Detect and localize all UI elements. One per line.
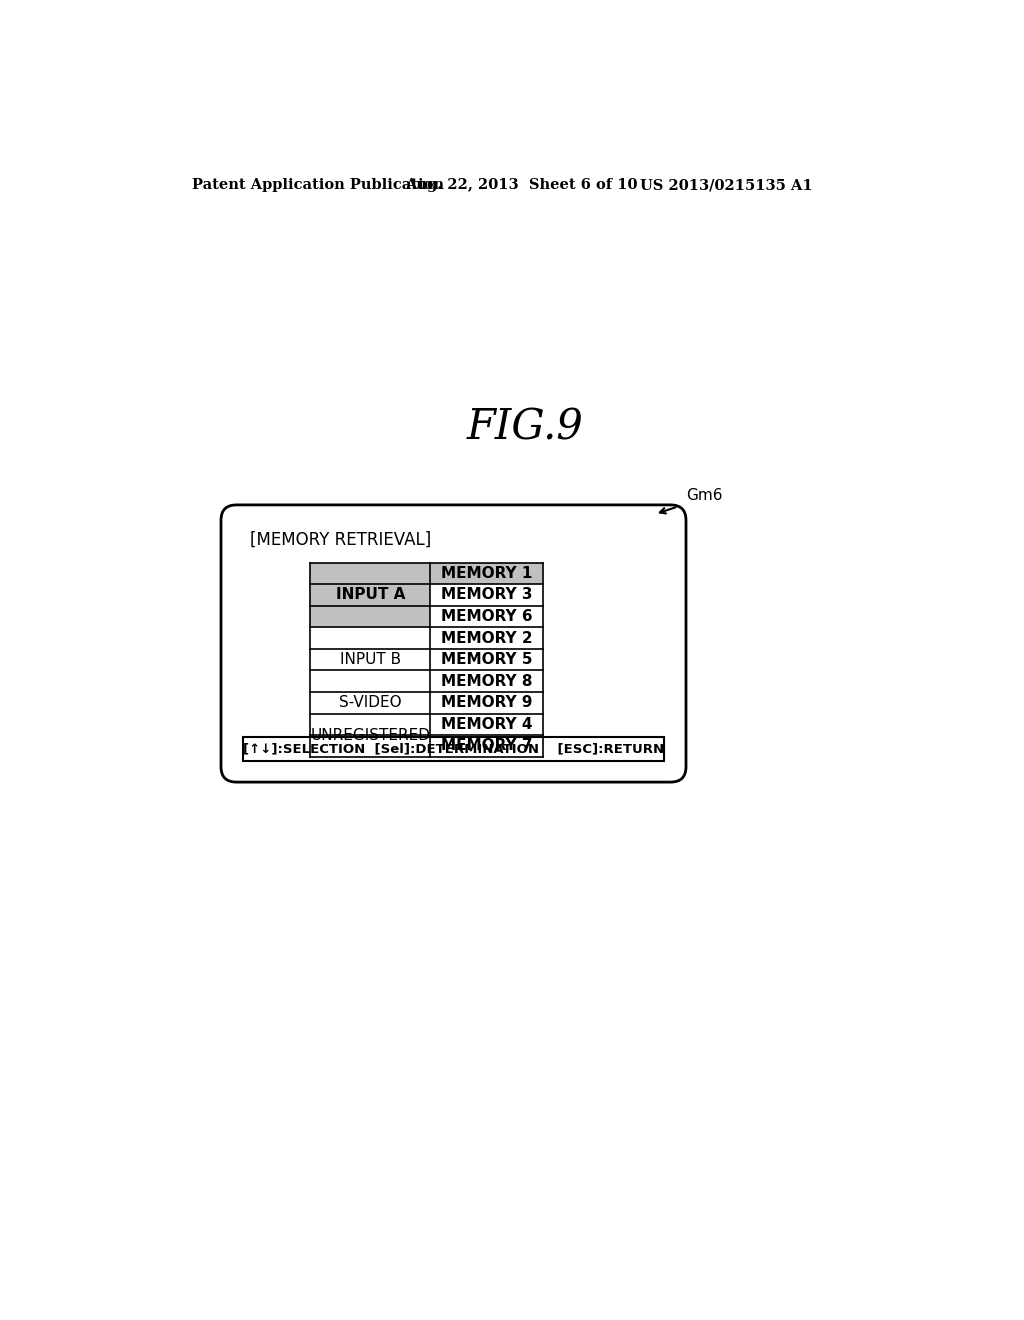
Text: FIG.9: FIG.9 xyxy=(466,407,584,449)
Bar xyxy=(430,627,543,649)
FancyBboxPatch shape xyxy=(221,506,686,781)
Bar xyxy=(310,671,430,692)
Bar xyxy=(243,738,665,760)
Text: MEMORY 5: MEMORY 5 xyxy=(440,652,532,667)
Bar xyxy=(430,606,543,627)
Text: INPUT B: INPUT B xyxy=(340,652,400,667)
Text: INPUT A: INPUT A xyxy=(336,587,404,602)
Text: UNREGISTERED: UNREGISTERED xyxy=(310,727,430,743)
Bar xyxy=(310,562,430,585)
Text: MEMORY 7: MEMORY 7 xyxy=(440,738,532,754)
Bar xyxy=(430,562,543,585)
Text: Gm6: Gm6 xyxy=(686,488,723,503)
Bar xyxy=(310,735,430,756)
Text: US 2013/0215135 A1: US 2013/0215135 A1 xyxy=(640,178,812,193)
Bar xyxy=(310,585,430,606)
Text: MEMORY 4: MEMORY 4 xyxy=(440,717,532,731)
Text: S-VIDEO: S-VIDEO xyxy=(339,696,401,710)
Bar xyxy=(430,649,543,671)
Text: MEMORY 6: MEMORY 6 xyxy=(440,609,532,624)
Text: [↑↓]:SELECTION  [Sel]:DETERMINATION    [ESC]:RETURN: [↑↓]:SELECTION [Sel]:DETERMINATION [ESC]… xyxy=(243,742,664,755)
Text: MEMORY 3: MEMORY 3 xyxy=(440,587,532,602)
Bar xyxy=(430,671,543,692)
Bar xyxy=(430,714,543,735)
Bar xyxy=(430,585,543,606)
Text: MEMORY 2: MEMORY 2 xyxy=(440,631,532,645)
Bar xyxy=(310,692,430,714)
Bar xyxy=(430,735,543,756)
Text: MEMORY 8: MEMORY 8 xyxy=(440,673,532,689)
Bar xyxy=(430,692,543,714)
Bar xyxy=(310,649,430,671)
Text: Patent Application Publication: Patent Application Publication xyxy=(191,178,443,193)
Text: MEMORY 1: MEMORY 1 xyxy=(440,566,532,581)
Bar xyxy=(310,714,430,735)
Bar xyxy=(310,606,430,627)
Text: MEMORY 9: MEMORY 9 xyxy=(440,696,532,710)
Text: Aug. 22, 2013  Sheet 6 of 10: Aug. 22, 2013 Sheet 6 of 10 xyxy=(406,178,638,193)
Bar xyxy=(310,627,430,649)
Text: [MEMORY RETRIEVAL]: [MEMORY RETRIEVAL] xyxy=(251,531,432,549)
